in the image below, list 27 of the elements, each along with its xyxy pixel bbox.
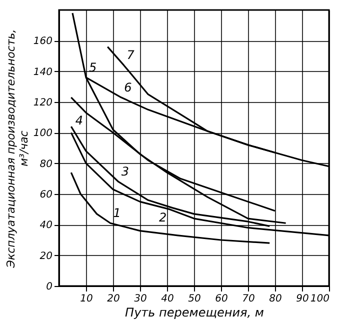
y-tick-label: 140 xyxy=(33,66,52,78)
series-label: 6 xyxy=(124,80,132,94)
y-tick-label: 60 xyxy=(40,190,52,200)
x-tick-label: 70 xyxy=(242,294,255,304)
x-tick-label: 50 xyxy=(188,294,201,304)
x-tick-label: 60 xyxy=(215,294,228,304)
x-tick-label: 30 xyxy=(134,294,147,304)
y-tick-label: 80 xyxy=(40,158,52,170)
series-label: 5 xyxy=(89,60,97,74)
y-tick-label: 100 xyxy=(33,128,52,140)
x-axis-title: Путь перемещения, м xyxy=(125,306,264,320)
x-tick-label: 10 xyxy=(80,294,93,304)
y-tick-label: 120 xyxy=(33,98,52,108)
series-label: 4 xyxy=(75,114,83,128)
x-tick-label: 90 xyxy=(296,294,309,304)
series-label: 2 xyxy=(159,210,167,224)
x-tick-label: 20 xyxy=(107,294,120,304)
y-tick-label: 20 xyxy=(40,250,52,262)
series-label: 7 xyxy=(126,48,135,62)
y-tick-label: 160 xyxy=(33,36,52,48)
x-tick-label: 80 xyxy=(269,294,282,304)
y-tick-label: 40 xyxy=(40,220,52,232)
y-tick-label: 0 xyxy=(46,282,52,292)
x-tick-label: 100 xyxy=(310,294,330,304)
y-axis-title: Эксплуатационная производительность, м³/час xyxy=(4,29,30,269)
x-tick-label: 40 xyxy=(161,294,174,304)
series-label: 3 xyxy=(121,164,130,179)
